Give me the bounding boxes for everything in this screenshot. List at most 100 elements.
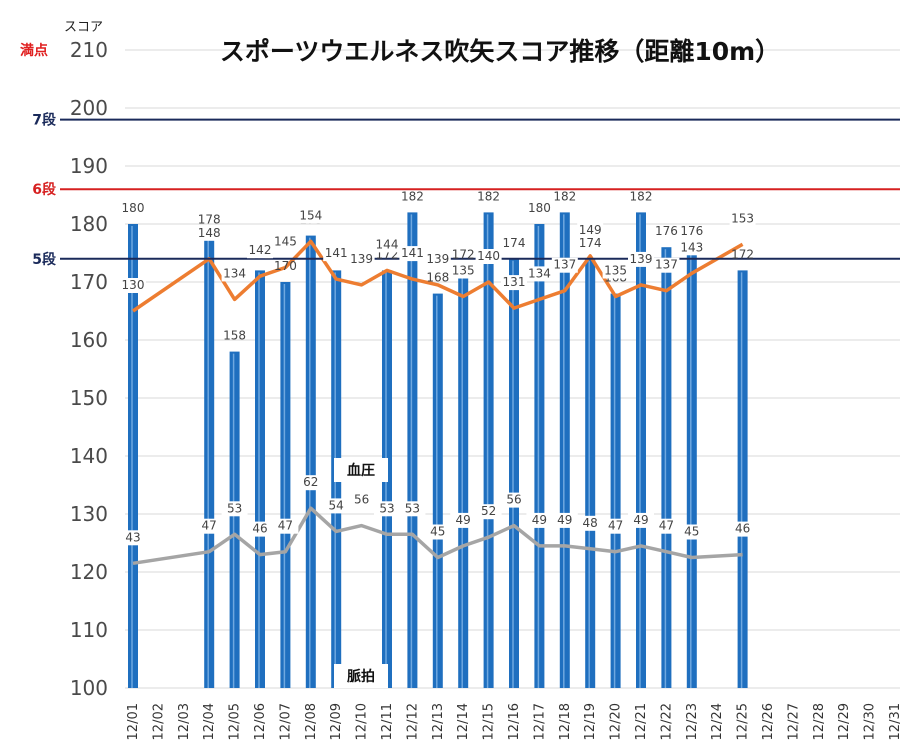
series-2-label-12/05: 53 [227,501,242,515]
series-2-label-12/04: 47 [202,519,217,533]
series-1-label-12/20: 135 [604,264,627,278]
bar-value-label-12/14: 172 [452,247,475,261]
series-1-label-bg-12/20 [602,263,629,279]
series-2-label-12/21: 49 [633,513,648,527]
x-tick-label-12/08: 12/08 [304,703,319,740]
x-tick-label-12/27: 12/27 [786,703,801,740]
series-2-label-12/18: 49 [557,513,572,527]
series-1-label-bg-12/21 [628,251,654,267]
x-tick-label-12/05: 12/05 [228,703,243,740]
series-2-label-bg-12/16 [501,492,527,508]
data-labels: 1801781581721701781721721821681721821741… [120,189,756,546]
series-2-label-bg-12/09 [323,498,350,514]
bar-12/20 [610,293,621,688]
x-tick-label-12/20: 12/20 [609,703,624,740]
series-2-label-12/17: 49 [532,513,547,527]
series-2-label-12/25: 46 [735,522,750,536]
series-2-label-12/13: 45 [430,525,445,539]
series-1-label-12/06: 142 [249,243,272,257]
series-1-label-bg-12/12 [399,246,426,262]
series-1-label-bg-12/18 [551,257,578,273]
series-2-label-12/16: 56 [506,493,521,507]
series-2-label-12/11: 53 [379,501,394,515]
y-tick-label-110: 110 [70,618,108,642]
bar-value-label-12/16: 174 [503,236,526,250]
bar-value-label-12/19: 174 [579,236,602,250]
bar-value-label-12/25: 172 [731,247,754,261]
series-2-label-bg-12/12 [399,501,426,517]
series-1-label-bg-12/14 [450,263,477,279]
series-1-label-bg-12/19 [577,222,604,238]
series-1-label-12/07: 145 [274,235,297,249]
series-2-label-12/08: 62 [303,475,318,489]
series-2-label-bg-12/10 [348,492,375,508]
x-tick-label-12/02: 12/02 [151,703,166,740]
bar-value-label-12/12: 182 [401,189,424,203]
bar-value-label-12/13: 168 [426,271,449,285]
bar-12/07 [280,282,291,688]
series-name-label-2: 脈拍 [347,668,375,685]
series-1-label-bg-12/08 [297,208,324,224]
series-2-label-bg-12/08 [297,475,324,491]
x-tick-label-12/25: 12/25 [736,703,751,740]
reference-label-7段: 7段 [32,112,56,129]
series-1-label-12/11: 144 [376,237,399,251]
series-1-label-bg-12/11 [374,237,400,253]
bar-value-label-12/22: 176 [655,224,678,238]
series-line-2 [132,506,743,566]
series-2-label-12/09: 54 [329,498,344,512]
series-2-label-12/22: 47 [659,519,674,533]
series-1-label-12/16: 131 [503,275,526,289]
series-2-label-bg-12/04 [196,518,223,534]
reference-label-満点: 満点 [20,42,48,59]
series-1-label-12/15: 140 [477,249,500,263]
series-2-label-bg-12/21 [628,512,654,528]
series-1-label-12/18: 137 [553,258,576,272]
x-tick-label-12/07: 12/07 [278,703,293,740]
y-axis-ticks: 100 110 120 130 140 150 160 170 180 190 200 210 [70,38,108,700]
series-2-label-bg-12/15 [475,504,502,520]
series-line-1 [132,239,744,313]
series-1-label-bg-12/06 [247,243,273,259]
y-tick-label-180: 180 [70,212,108,236]
series-2-label-bg-12/18 [551,512,578,528]
x-tick-label-12/28: 12/28 [812,703,827,740]
x-tick-label-12/11: 12/11 [380,703,395,740]
bar-value-label-12/05: 158 [223,329,246,343]
bar-value-label-12/04: 178 [198,213,221,227]
series-1-label-12/13: 139 [426,252,449,266]
series-2-label-bg-12/23 [678,524,705,540]
series-2-label-bg-12/13 [424,524,451,540]
series-1-label-bg-12/23 [678,240,705,256]
series-2-label-bg-12/22 [653,518,680,534]
series-1-label-12/10: 139 [350,252,373,266]
series-1-label-12/19: 149 [579,223,602,237]
series-2-label-12/01: 43 [125,530,140,544]
series-1-label-bg-12/05 [221,266,248,282]
x-tick-label-12/30: 12/30 [863,703,878,740]
x-tick-label-12/22: 12/22 [659,703,674,740]
x-tick-label-12/31: 12/31 [888,703,900,740]
series-2-label-bg-12/07 [272,518,299,534]
x-tick-label-12/13: 12/13 [431,703,446,740]
series-2-label-bg-12/20 [602,518,629,534]
series-1-label-12/23: 143 [680,240,703,254]
x-tick-label-12/12: 12/12 [405,703,420,740]
series-2-label-12/10: 56 [354,493,369,507]
x-tick-label-12/01: 12/01 [126,703,141,740]
series-2-label-12/15: 52 [481,504,496,518]
bar-value-label-12/18: 182 [553,189,576,203]
line-series [132,239,744,566]
bar-12/15 [483,212,494,688]
series-1-label-bg-12/16 [501,275,527,291]
series-1-label-bg-12/25 [729,211,756,227]
x-tick-label-12/26: 12/26 [761,703,776,740]
x-tick-label-12/23: 12/23 [685,703,700,740]
x-tick-label-12/17: 12/17 [532,703,547,740]
y-axis-label: スコア [64,20,103,35]
series-1-label-12/21: 139 [630,252,653,266]
bar-12/22 [661,247,672,688]
series-2-label-12/12: 53 [405,501,420,515]
series-1-label-bg-12/15 [475,249,502,264]
